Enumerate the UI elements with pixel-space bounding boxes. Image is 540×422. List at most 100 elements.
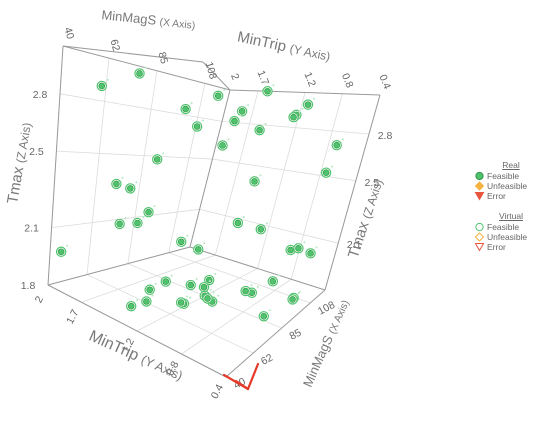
data-point-core <box>194 246 202 253</box>
data-point-label-dot <box>162 152 165 155</box>
tick-label-y-top: 1.7 <box>255 69 272 87</box>
diamond-legend-icon <box>474 232 485 242</box>
legend-item[interactable]: Unfeasible <box>474 181 538 191</box>
data-point-core <box>205 276 213 284</box>
backwall-gridline-z <box>199 208 339 244</box>
data-point-core <box>242 287 249 295</box>
diamond-legend-icon <box>474 181 485 191</box>
legend-item[interactable]: Error <box>474 242 538 252</box>
tick-label-y-front: 1.7 <box>64 307 82 326</box>
data-point <box>249 174 262 187</box>
data-point-label-dot <box>242 215 245 218</box>
data-point-label-dot <box>223 88 226 91</box>
backwall-gridline-z <box>221 121 370 135</box>
data-point-label-dot <box>106 78 109 81</box>
axis-frame <box>47 45 381 378</box>
data-point <box>176 234 189 247</box>
axis-edge <box>62 45 231 91</box>
legend-item[interactable]: Error <box>474 191 538 201</box>
data-point-core <box>146 286 153 294</box>
data-point-label-dot <box>170 274 173 277</box>
data-point-core <box>257 226 265 233</box>
data-point <box>320 165 334 178</box>
data-points <box>55 66 344 322</box>
data-point <box>240 284 253 297</box>
legend-item[interactable]: Feasible <box>474 171 538 181</box>
data-point <box>254 123 267 136</box>
legend-item-label: Unfeasible <box>487 181 528 191</box>
z-axis-title-left: Tmax (Z Axis) <box>4 121 35 205</box>
data-point-label-dot <box>151 294 154 297</box>
legend-group-title: Virtual <box>499 211 523 221</box>
axis-edge <box>225 289 326 378</box>
x-axis-title-top: MinMagS (X Axis) <box>101 7 196 32</box>
axis-edge <box>47 246 191 286</box>
data-point <box>206 294 220 307</box>
data-point <box>111 176 124 190</box>
data-point-label-dot <box>247 104 250 107</box>
data-point <box>255 222 268 235</box>
data-point <box>125 181 138 194</box>
data-point <box>262 84 275 97</box>
data-point <box>180 102 193 115</box>
data-point-label-dot <box>312 97 315 100</box>
tick-label-z-left: 2.5 <box>29 146 44 158</box>
wall-gridline-x <box>86 58 110 275</box>
data-point <box>96 78 109 92</box>
data-point <box>141 294 154 307</box>
tick-label-z-right: 2.5 <box>364 177 379 189</box>
data-point <box>132 216 145 229</box>
data-point <box>126 299 139 312</box>
data-point-core <box>214 92 222 100</box>
axis-edge <box>189 89 231 248</box>
data-point <box>55 244 69 257</box>
data-point-label-dot <box>203 242 206 245</box>
data-point <box>193 242 206 255</box>
data-point-core <box>238 107 246 115</box>
legend: Real Feasible Unfeasible Error Virtual Feasib… <box>474 160 538 252</box>
backwall-gridline-y <box>257 92 306 269</box>
legend-item-label: Error <box>487 191 506 201</box>
data-point-core <box>287 246 294 254</box>
data-point-label-dot <box>202 119 205 122</box>
data-point-label-dot <box>144 66 147 69</box>
data-point-label-dot <box>188 296 191 299</box>
data-point-label-dot <box>331 165 334 168</box>
legend-item-label: Feasible <box>487 171 520 181</box>
orientation-indicator <box>222 362 260 391</box>
data-point-core <box>304 101 312 108</box>
data-point-label-dot <box>239 114 242 117</box>
data-point-label-dot <box>154 282 157 285</box>
data-point-core <box>234 219 242 227</box>
legend-item-label: Feasible <box>487 222 520 232</box>
z-axis-title-right: Tmax (Z Axis) <box>345 177 387 261</box>
data-point <box>288 110 301 123</box>
data-point-label-dot <box>121 176 124 179</box>
data-point-label-dot <box>195 278 198 281</box>
data-point-core <box>333 141 341 149</box>
legend-item[interactable]: Unfeasible <box>474 232 538 242</box>
data-point-core <box>116 220 123 228</box>
data-point-core <box>153 156 161 163</box>
legend-item-label: Unfeasible <box>487 232 528 242</box>
data-point-label-dot <box>264 123 267 126</box>
data-point-core <box>127 302 135 310</box>
tick-label-z-left: 2.1 <box>24 223 39 235</box>
backwall-gridline-z <box>212 158 356 182</box>
circle-legend-icon <box>475 171 484 181</box>
data-point <box>267 274 280 287</box>
data-point <box>232 215 245 229</box>
data-point <box>143 205 156 218</box>
data-point-core <box>322 169 330 176</box>
data-point-label-dot <box>277 274 280 277</box>
data-point-label-dot <box>124 216 127 219</box>
legend-item[interactable]: Feasible <box>474 222 538 232</box>
axis-edge <box>189 246 326 291</box>
data-point-label-dot <box>303 241 306 244</box>
data-point <box>185 278 198 291</box>
wall-gridline-z <box>56 150 213 160</box>
data-point-core <box>57 248 65 256</box>
data-point-core <box>295 244 302 252</box>
data-point <box>305 246 318 259</box>
